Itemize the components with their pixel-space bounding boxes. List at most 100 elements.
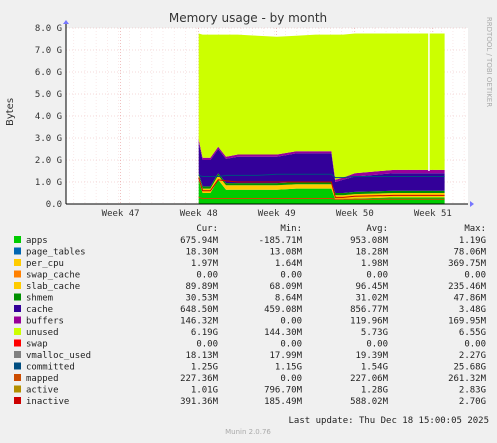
line-mapped (198, 196, 445, 200)
legend-swatch-unused (14, 328, 21, 335)
legend-min-value: 459.08M (264, 305, 303, 315)
legend-cur-value: 1.25G (191, 363, 218, 373)
legend-name: active (26, 386, 59, 396)
line-inactive (198, 177, 445, 198)
legend-cur-value: 227.36M (180, 374, 219, 384)
legend-swatch-inactive (14, 397, 21, 404)
legend-min-value: 68.09M (269, 282, 302, 292)
legend-swatch-vmalloc-used (14, 351, 21, 358)
legend-min-value: -185.71M (259, 236, 303, 246)
legend-min-value: 17.99M (269, 351, 302, 361)
legend-cur-value: 0.00 (196, 271, 218, 281)
legend-max-value: 261.32M (448, 374, 487, 384)
legend-avg-value: 856.77M (350, 305, 389, 315)
legend-min-value: 13.08M (269, 248, 302, 258)
legend-name: inactive (26, 397, 69, 407)
legend-min-value: 8.64M (275, 294, 303, 304)
line-committed (198, 173, 445, 179)
legend-min-value: 0.00 (280, 340, 302, 350)
legend-max-value: 25.68G (453, 363, 486, 373)
legend-avg-value: 588.02M (350, 397, 389, 407)
legend-swatch-per-cpu (14, 259, 21, 266)
legend-max-value: 235.46M (448, 282, 487, 292)
legend-avg-value: 5.73G (361, 328, 388, 338)
legend-avg-value: 1.54G (361, 363, 388, 373)
legend-swatch-swap-cache (14, 270, 21, 278)
legend-cur-value: 1.97M (191, 259, 219, 269)
legend-min-value: 144.30M (264, 328, 303, 338)
y-tick-label: 5.0 G (35, 90, 62, 100)
legend-max-value: 78.06M (453, 248, 486, 258)
legend-name: buffers (26, 317, 64, 327)
legend-avg-value: 119.96M (350, 317, 389, 327)
legend-avg-value: 1.98M (361, 259, 389, 269)
rrdtool-credit: RRDTOOL / TOBI OETIKER (485, 17, 493, 107)
legend-avg-value: 0.00 (366, 271, 388, 281)
legend-max-value: 3.48G (459, 305, 486, 315)
legend-swatch-swap (14, 339, 21, 347)
legend-name: unused (26, 328, 59, 338)
last-update: Last update: Thu Dec 18 15:00:05 2025 (289, 416, 489, 426)
legend-swatch-active (14, 385, 21, 393)
y-tick-label: 7.0 G (35, 46, 62, 56)
chart-title: Memory usage - by month (169, 11, 327, 25)
legend-avg-value: 227.06M (350, 374, 389, 384)
legend-name: slab_cache (26, 282, 80, 292)
y-tick-label: 3.0 G (35, 134, 62, 144)
legend-cur-value: 6.19G (191, 328, 218, 338)
y-tick-label: 1.0 G (35, 178, 62, 188)
legend-swatch-shmem (14, 293, 21, 301)
legend-name: shmem (26, 294, 53, 304)
legend-max-value: 6.55G (459, 328, 486, 338)
legend-name: per_cpu (26, 259, 64, 269)
legend-name: page_tables (26, 248, 86, 258)
x-tick-label: Week 51 (414, 209, 452, 219)
y-axis-arrow (63, 20, 69, 24)
legend-min-value: 0.00 (280, 317, 302, 327)
munin-version: Munin 2.0.76 (225, 428, 271, 436)
y-tick-label: 6.0 G (35, 68, 62, 78)
legend-max-value: 169.95M (448, 317, 487, 327)
legend-header: Cur: (196, 224, 218, 234)
legend-swatch-apps (14, 236, 21, 243)
legend-max-value: 1.19G (459, 236, 486, 246)
x-tick-labels: Week 47 Week 48 Week 49 Week 50 Week 51 (102, 209, 452, 219)
x-tick-label: Week 48 (180, 209, 218, 219)
legend-avg-value: 0.00 (366, 340, 388, 350)
legend-max-value: 47.86M (453, 294, 486, 304)
legend-min-value: 0.00 (280, 374, 302, 384)
area-shmem (198, 173, 445, 196)
legend-min-value: 0.00 (280, 271, 302, 281)
legend-name: cache (26, 305, 53, 315)
legend-min-value: 1.15G (275, 363, 302, 373)
legend-header: Avg: (366, 224, 388, 234)
legend-cur-value: 18.30M (185, 248, 218, 258)
legend-max-value: 2.27G (459, 351, 486, 361)
legend-cur-value: 648.50M (180, 305, 219, 315)
legend-cur-value: 146.32M (180, 317, 219, 327)
area-unused (198, 33, 445, 180)
legend-swatch-cache (14, 305, 21, 312)
legend-avg-value: 31.02M (355, 294, 388, 304)
area-buffers (198, 139, 445, 182)
legend: Cur: Min: Avg: Max: apps 675.94M -185.71M 953.0… (14, 224, 487, 407)
legend-name: swap_cache (26, 271, 80, 281)
area-slab-cache (198, 175, 445, 200)
y-tick-label: 4.0 G (35, 112, 62, 122)
data-gap (428, 33, 430, 171)
legend-cur-value: 30.53M (185, 294, 218, 304)
legend-name: apps (26, 236, 48, 246)
y-tick-label: 0.0 (46, 200, 62, 210)
legend-name: swap (26, 340, 48, 350)
legend-swatch-committed (14, 362, 21, 370)
legend-max-value: 2.70G (459, 397, 486, 407)
legend-name: mapped (26, 374, 59, 384)
legend-avg-value: 1.28G (361, 386, 388, 396)
y-axis-label: Bytes (5, 98, 16, 126)
stacked-areas (198, 33, 445, 204)
area-apps (198, 179, 445, 204)
legend-avg-value: 18.28M (355, 248, 388, 258)
legend-max-value: 2.83G (459, 386, 486, 396)
legend-name: vmalloc_used (26, 351, 91, 361)
